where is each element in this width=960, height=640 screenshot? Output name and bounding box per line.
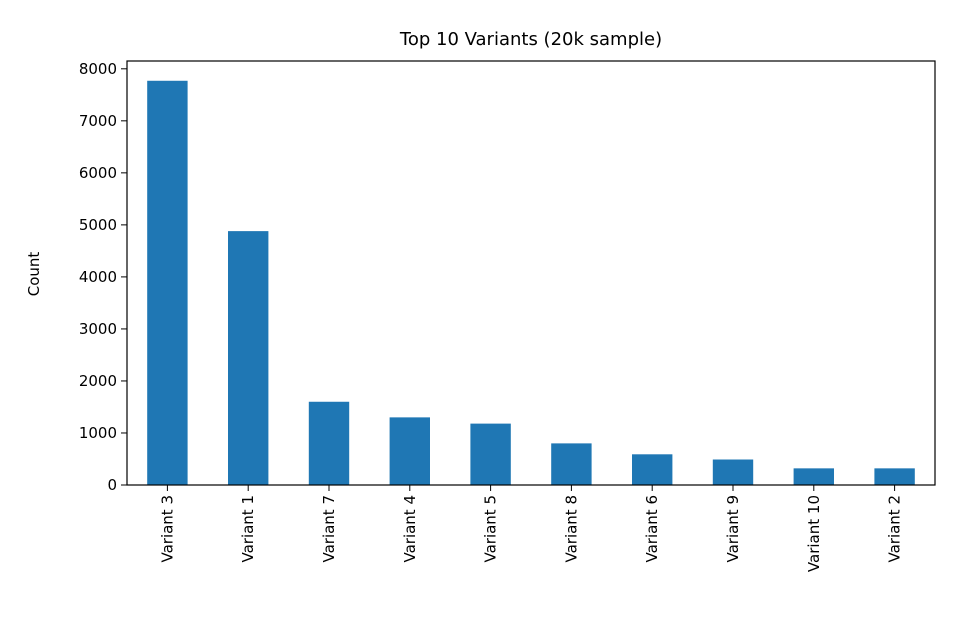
bars-group: [147, 80, 915, 486]
y-tick-label: 3000: [79, 320, 117, 338]
x-axis-ticks: Variant 3 Variant 1 Variant 7 Variant 4 Vari…: [158, 485, 904, 572]
y-axis-ticks: 0 1000 2000 3000 4000 5000 6000 7000 8000: [79, 60, 127, 494]
x-tick-label: Variant 10: [805, 495, 823, 572]
bar-variant-6: [632, 454, 673, 485]
x-tick-label: Variant 5: [482, 495, 500, 563]
y-axis-label: Count: [25, 252, 43, 297]
bar-variant-7: [308, 401, 350, 485]
plot-frame: [126, 60, 936, 486]
y-tick-label: 5000: [79, 216, 117, 234]
chart-title: Top 10 Variants (20k sample): [399, 29, 662, 50]
y-tick-label: 1000: [79, 424, 117, 442]
y-tick-label: 4000: [79, 268, 117, 286]
y-tick-label: 7000: [79, 112, 117, 130]
y-tick-label: 8000: [79, 60, 117, 78]
y-tick-label: 6000: [79, 164, 117, 182]
bar-variant-8: [551, 443, 592, 485]
bar-variant-1: [228, 231, 269, 485]
x-tick-label: Variant 8: [562, 495, 580, 563]
bar-variant-9: [712, 459, 754, 485]
y-tick-label: 0: [107, 476, 117, 494]
x-tick-label: Variant 2: [886, 495, 904, 563]
bar-variant-3: [147, 80, 188, 486]
y-tick-label: 2000: [79, 372, 117, 390]
x-tick-label: Variant 9: [724, 495, 742, 563]
bar-variant-2: [874, 468, 915, 485]
bar-variant-5: [470, 423, 511, 485]
x-tick-label: Variant 6: [643, 495, 661, 563]
x-tick-label: Variant 3: [158, 495, 176, 563]
bar-variant-4: [389, 417, 430, 485]
bar-variant-10: [793, 468, 834, 485]
x-tick-label: Variant 7: [320, 495, 338, 563]
x-tick-label: Variant 1: [239, 495, 257, 563]
x-tick-label: Variant 4: [401, 495, 419, 563]
